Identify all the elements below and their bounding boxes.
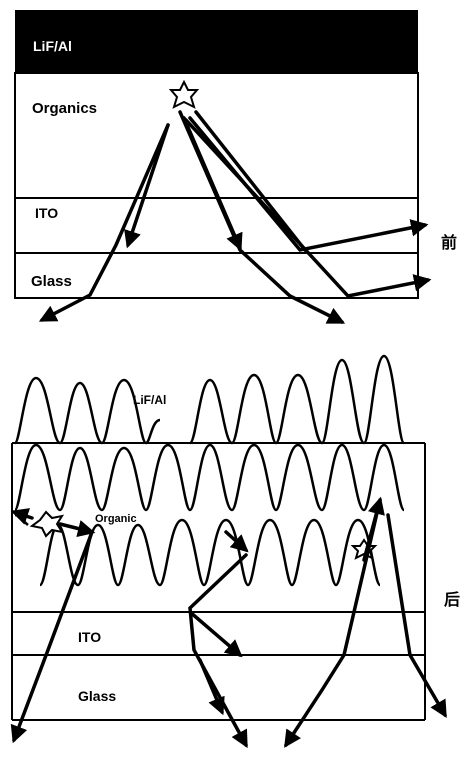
- bottom-cathode-wave: [13, 354, 406, 445]
- top-diagram: LiF/Al Organics ITO Glass 前: [14, 10, 457, 324]
- bottom-organic-label: Organic: [95, 513, 137, 525]
- top-state-label: 前: [441, 233, 457, 252]
- bottom-ray-2: [58, 520, 96, 538]
- top-ito-layer: [14, 197, 419, 254]
- top-ito-label: ITO: [35, 205, 58, 221]
- top-cathode-layer: [15, 10, 418, 73]
- bottom-cathode-label: LiF/Al: [133, 393, 166, 407]
- top-organics-label: Organics: [32, 100, 97, 117]
- bottom-state-label: 后: [444, 591, 460, 609]
- top-glass-layer: [14, 252, 419, 299]
- emitter-star-icon: [168, 79, 200, 109]
- bottom-ray-4: [224, 530, 249, 553]
- bottom-layer-boundaries: [11, 442, 426, 721]
- bottom-diagram: LiF/Al Organic ITO Glass 后: [10, 354, 460, 749]
- top-ray-left-escape: [124, 123, 170, 249]
- bottom-ray-8: [284, 498, 382, 748]
- bottom-ray-5: [188, 553, 248, 749]
- bottom-ito-label: ITO: [78, 629, 101, 645]
- top-cathode-label: LiF/Al: [33, 38, 72, 54]
- bottom-ray-9: [386, 513, 447, 719]
- top-light-rays: [38, 110, 432, 324]
- bottom-ray-6: [188, 610, 243, 658]
- bottom-glass-label: Glass: [78, 688, 116, 704]
- bottom-organic-wave-1: [13, 443, 406, 512]
- top-ray-right-3: [184, 118, 432, 298]
- top-ray-left: [38, 123, 170, 322]
- bottom-ray-1: [10, 508, 34, 525]
- bottom-ray-3: [10, 530, 94, 744]
- top-ray-middle-2: [182, 116, 243, 252]
- bottom-ray-10: [198, 658, 225, 716]
- bottom-light-rays: [10, 496, 447, 749]
- top-glass-label: Glass: [31, 273, 72, 290]
- emitter-star-icon: [29, 510, 65, 538]
